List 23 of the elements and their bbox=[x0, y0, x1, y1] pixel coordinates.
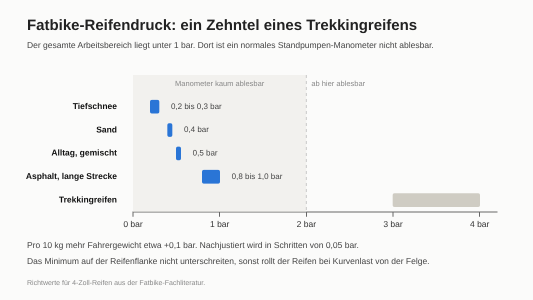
y-tick-label: Sand bbox=[96, 124, 117, 134]
x-tick-label: 1 bar bbox=[210, 219, 230, 230]
x-tick-label: 0 bar bbox=[123, 219, 143, 230]
x-tick-label: 3 bar bbox=[383, 219, 403, 230]
y-tick-label: Trekkingreifen bbox=[58, 194, 117, 204]
annotation: 0,4 bar bbox=[184, 125, 210, 134]
x-tick-label: 4 bar bbox=[470, 219, 490, 230]
bar bbox=[176, 146, 181, 160]
bar bbox=[167, 123, 172, 137]
bar bbox=[150, 100, 160, 114]
y-tick-label: Asphalt, lange Strecke bbox=[26, 171, 118, 182]
y-tick-label: Tiefschnee bbox=[72, 101, 118, 112]
annotation: 0,8 bis 1,0 bar bbox=[232, 172, 283, 181]
y-tick-label: Alltag, gemischt bbox=[51, 148, 118, 158]
bar bbox=[202, 170, 220, 184]
text: Pro 10 kg mehr Fahrergewicht etwa +0,1 bar. Nachjustiert wird in Schritten von 0,05 bar. bbox=[27, 240, 359, 250]
chart-title: Fatbike-Reifendruck: ein Zehntel eines Trekkingreifens bbox=[27, 17, 418, 34]
chart-subtitle: Der gesamte Arbeitsbereich liegt unter 1 bar. Dort ist ein normales Standpumpen-Manometer nicht ablesbar. bbox=[27, 40, 434, 50]
annotation: 0,2 bis 0,3 bar bbox=[171, 102, 222, 111]
annotation: 0,5 bar bbox=[192, 148, 218, 158]
bar bbox=[392, 193, 480, 207]
x-tick-label: 2 bar bbox=[296, 219, 316, 230]
text: Das Minimum auf der Reifenflanke nicht unterschreiten, sonst rollt der Reifen bei Kurvenlast von der Felge. bbox=[27, 256, 430, 266]
